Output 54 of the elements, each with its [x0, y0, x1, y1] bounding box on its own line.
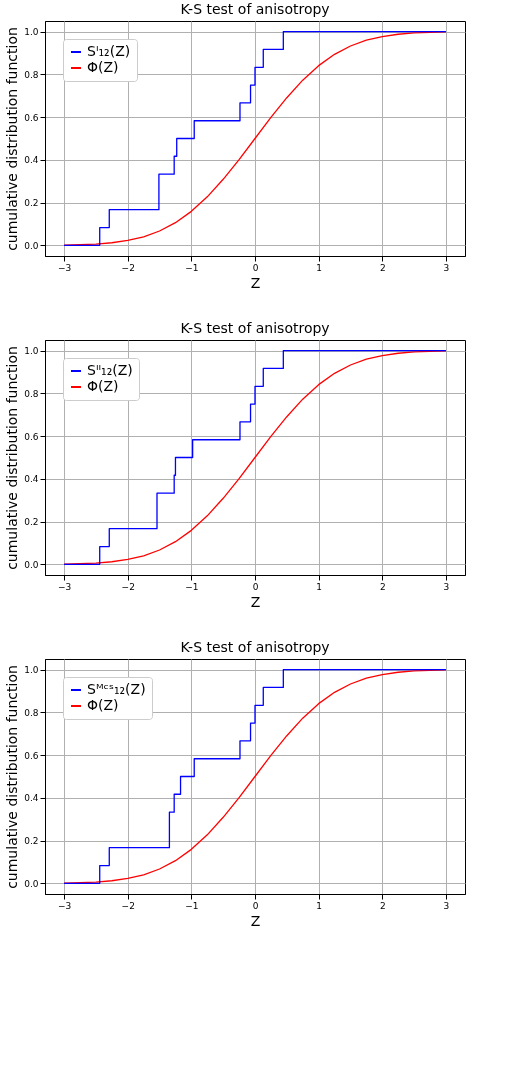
y-tick-label: 0.8: [24, 707, 39, 718]
x-tick-label: 0: [252, 262, 259, 273]
y-tick-label: 1.0: [24, 665, 39, 676]
y-tick-label: 0.2: [24, 836, 39, 847]
legend-label: Sᴵ₁₂(Z): [87, 43, 131, 59]
chart-title: K-S test of anisotropy: [180, 639, 330, 655]
x-tick-label: 1: [316, 262, 322, 273]
legend-label: Φ(Z): [87, 697, 119, 713]
x-axis-title: Z: [250, 912, 261, 929]
y-tick-label: 1.0: [24, 27, 39, 38]
legend-label: Sᴵᴵ₁₂(Z): [87, 362, 133, 378]
x-tick-label: 0: [252, 900, 259, 911]
chart-title: K-S test of anisotropy: [180, 320, 330, 336]
x-tick-label: 3: [443, 581, 450, 592]
x-tick-label: 2: [379, 262, 386, 273]
y-tick-label: 0.2: [24, 198, 39, 209]
legend-label: Φ(Z): [87, 59, 119, 75]
x-tick-label: 3: [443, 262, 450, 273]
legend-label: Φ(Z): [87, 378, 119, 394]
y-tick-label: 0.6: [24, 112, 39, 123]
x-tick-label: −1: [185, 900, 199, 911]
x-tick-label: 3: [443, 900, 450, 911]
y-tick-label: 0.2: [24, 517, 39, 528]
x-axis-title: Z: [250, 593, 261, 610]
y-tick-label: 0.4: [24, 155, 39, 166]
x-tick-label: 2: [379, 900, 386, 911]
x-axis-title: Z: [250, 274, 261, 291]
y-tick-label: 0.0: [24, 240, 39, 251]
x-tick-label: 1: [316, 581, 322, 592]
y-axis-title: cumulative distribution function: [4, 27, 21, 251]
y-tick-label: 0.0: [24, 559, 39, 570]
y-axis-title: cumulative distribution function: [4, 665, 21, 889]
y-tick-label: 0.8: [24, 69, 39, 80]
chart-title: K-S test of anisotropy: [180, 1, 330, 17]
y-tick-label: 0.0: [24, 878, 39, 889]
x-tick-label: −3: [57, 900, 72, 911]
legend-label: Sᴹᶜˢ₁₂(Z): [87, 681, 146, 697]
x-tick-label: −1: [185, 581, 199, 592]
x-tick-label: −2: [121, 581, 135, 592]
y-tick-label: 0.8: [24, 388, 39, 399]
x-tick-label: −3: [57, 262, 72, 273]
y-tick-label: 0.6: [24, 431, 39, 442]
x-tick-label: 1: [316, 900, 322, 911]
y-tick-label: 0.4: [24, 793, 39, 804]
x-tick-label: −3: [57, 581, 72, 592]
y-axis-title: cumulative distribution function: [4, 346, 21, 570]
x-tick-label: −2: [121, 900, 135, 911]
y-tick-label: 1.0: [24, 346, 39, 357]
x-tick-label: −1: [185, 262, 199, 273]
x-tick-label: 0: [252, 581, 259, 592]
y-tick-label: 0.4: [24, 474, 39, 485]
y-tick-label: 0.6: [24, 750, 39, 761]
x-tick-label: 2: [379, 581, 386, 592]
x-tick-label: −2: [121, 262, 135, 273]
